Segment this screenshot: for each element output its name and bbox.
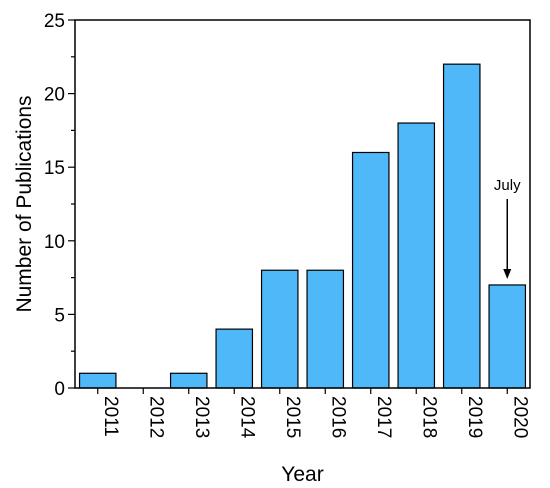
- x-tick-label: 2015: [282, 396, 303, 438]
- annotations: July: [494, 177, 521, 279]
- x-tick-label: 2012: [145, 396, 166, 438]
- bars: [78, 63, 527, 389]
- annotation-label: July: [494, 177, 521, 194]
- y-tick-label: 25: [44, 11, 65, 32]
- y-axis-ticks: [68, 19, 75, 389]
- y-tick-label: 20: [44, 85, 65, 106]
- bar-2018: [397, 122, 436, 389]
- y-tick-label: 0: [54, 379, 65, 400]
- x-tick-label: 2014: [236, 396, 257, 439]
- bar-2011: [78, 372, 117, 389]
- x-tick-label: 2018: [418, 396, 439, 438]
- bar-2013: [169, 372, 208, 389]
- bar-2017: [351, 151, 390, 389]
- annotation-arrow-head: [503, 268, 512, 279]
- y-axis-title: Number of Publications: [13, 95, 36, 312]
- bar-2015: [260, 269, 299, 389]
- bar-2019: [442, 63, 481, 389]
- y-axis-tick-labels: 0 5 10 15 20 25: [44, 11, 65, 400]
- x-axis-title: Year: [281, 463, 323, 486]
- bar-2014: [215, 328, 254, 389]
- bar-2020: [488, 284, 527, 389]
- x-tick-label: 2020: [509, 396, 530, 438]
- x-tick-label: 2017: [373, 396, 394, 438]
- bar-2016: [306, 269, 345, 389]
- x-tick-label: 2013: [191, 396, 212, 438]
- y-tick-label: 10: [44, 232, 65, 253]
- plot-frame: [74, 19, 531, 389]
- x-tick-label: 2016: [327, 396, 348, 438]
- x-axis-tick-labels: 2011 2012 2013 2014 2015 2016 2017 2018 2019 2020: [97, 388, 530, 439]
- y-tick-label: 5: [54, 305, 65, 326]
- x-tick-label: 2011: [100, 396, 121, 437]
- y-tick-label: 15: [44, 158, 65, 179]
- x-tick-label: 2019: [464, 396, 485, 438]
